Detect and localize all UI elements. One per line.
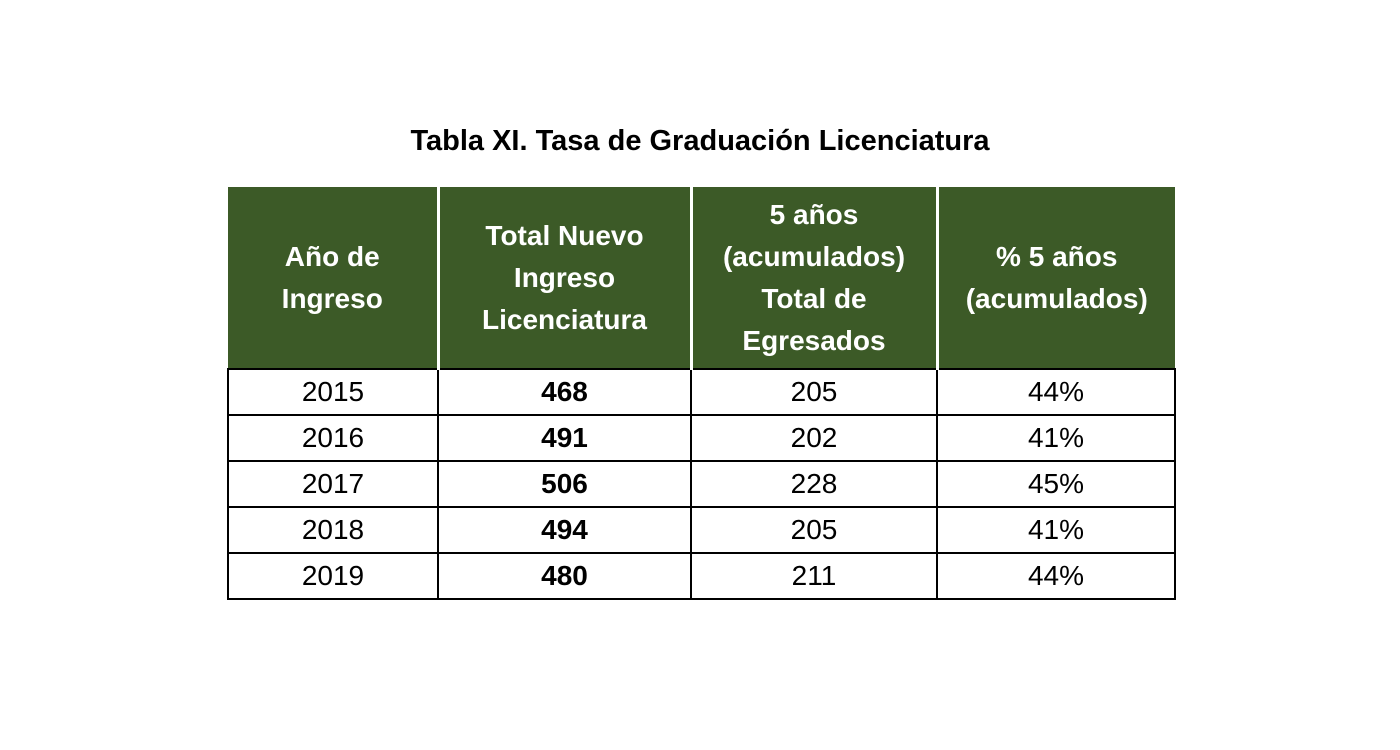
cell-graduates: 205 bbox=[690, 368, 938, 416]
cell-percent: 45% bbox=[936, 460, 1176, 508]
table-header: Año de Ingreso Total Nuevo Ingreso Licen… bbox=[228, 187, 1175, 369]
header-five-year-percent: % 5 años (acumulados) bbox=[935, 187, 1175, 369]
cell-graduates: 228 bbox=[690, 460, 938, 508]
cell-total-new-entry: 494 bbox=[437, 506, 692, 554]
cell-year: 2015 bbox=[227, 368, 439, 416]
header-row: Año de Ingreso Total Nuevo Ingreso Licen… bbox=[228, 187, 1175, 369]
header-line: Ingreso bbox=[513, 261, 616, 293]
table-row: 2019 480 211 44% bbox=[227, 552, 1176, 600]
header-line: Ingreso bbox=[281, 282, 383, 314]
cell-year: 2018 bbox=[227, 506, 439, 554]
table-title: Tabla XI. Tasa de Graduación Licenciatur… bbox=[410, 125, 990, 157]
cell-graduates: 211 bbox=[690, 552, 938, 600]
header-line: Total de bbox=[761, 282, 867, 314]
header-line: Egresados bbox=[742, 324, 886, 356]
header-total-new-entry: Total Nuevo Ingreso Licenciatura bbox=[436, 187, 693, 369]
table-body: 2015 468 205 44% 2016 491 202 41% 2017 5… bbox=[227, 368, 1176, 600]
header-five-year-graduates: 5 años (acumulados) Total de Egresados bbox=[689, 187, 939, 369]
cell-graduates: 205 bbox=[690, 506, 938, 554]
cell-total-new-entry: 480 bbox=[437, 552, 692, 600]
table-row: 2018 494 205 41% bbox=[227, 506, 1176, 554]
cell-total-new-entry: 491 bbox=[437, 414, 692, 462]
cell-percent: 41% bbox=[936, 506, 1176, 554]
graduation-rate-table: Año de Ingreso Total Nuevo Ingreso Licen… bbox=[227, 187, 1176, 600]
header-line: Total Nuevo bbox=[485, 219, 644, 251]
cell-year: 2019 bbox=[227, 552, 439, 600]
header-line: 5 años bbox=[769, 198, 859, 230]
cell-percent: 41% bbox=[936, 414, 1176, 462]
cell-year: 2016 bbox=[227, 414, 439, 462]
cell-year: 2017 bbox=[227, 460, 439, 508]
table-row: 2016 491 202 41% bbox=[227, 414, 1176, 462]
header-line: % 5 años bbox=[996, 240, 1118, 272]
cell-total-new-entry: 468 bbox=[437, 368, 692, 416]
header-line: (acumulados) bbox=[965, 282, 1148, 314]
header-year-of-entry: Año de Ingreso bbox=[228, 187, 440, 369]
table-row: 2017 506 228 45% bbox=[227, 460, 1176, 508]
cell-graduates: 202 bbox=[690, 414, 938, 462]
header-line: (acumulados) bbox=[722, 240, 906, 272]
cell-percent: 44% bbox=[936, 552, 1176, 600]
cell-percent: 44% bbox=[936, 368, 1176, 416]
header-line: Licenciatura bbox=[482, 303, 647, 335]
cell-total-new-entry: 506 bbox=[437, 460, 692, 508]
table-row: 2015 468 205 44% bbox=[227, 368, 1176, 416]
header-line: Año de bbox=[284, 240, 380, 272]
